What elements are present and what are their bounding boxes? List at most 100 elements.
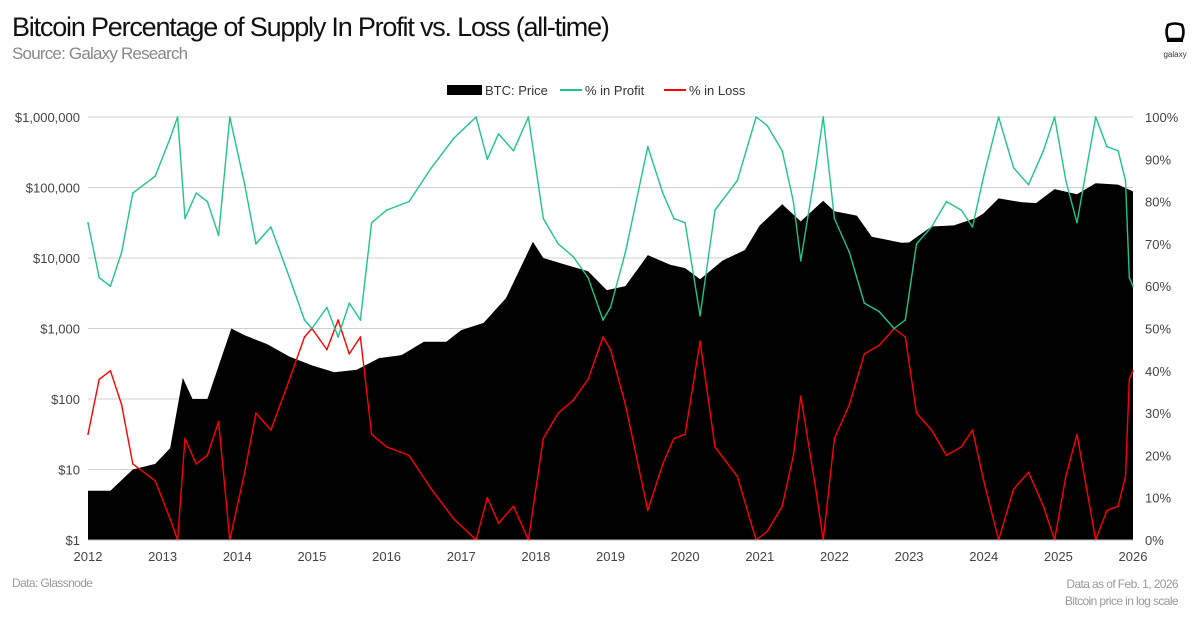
loss-line-point (430, 488, 433, 491)
profit-line-point (624, 251, 627, 254)
profit-line-point (527, 116, 530, 118)
loss-line-point (243, 471, 246, 474)
loss-line-point (1124, 475, 1127, 478)
profit-line-point (673, 217, 675, 220)
loss-line-point (109, 370, 112, 372)
loss-line-point (1132, 370, 1134, 372)
loss-line-point (1128, 378, 1131, 381)
footer-notes: Data as of Feb. 1, 2026 Bitcoin price in… (1065, 576, 1179, 610)
x-tick-label: 2026 (1119, 549, 1148, 564)
profit-line-point (893, 327, 895, 330)
profit-line-point (385, 209, 388, 211)
profit-line-point (255, 243, 257, 245)
profit-line-point (184, 217, 186, 220)
profit-line-point (195, 192, 198, 194)
profit-line-point (878, 310, 881, 313)
loss-line-point (684, 433, 686, 436)
price-area (88, 183, 1133, 540)
profit-line-point (572, 255, 574, 258)
x-tick-label: 2017 (447, 549, 476, 564)
profit-line-point (408, 200, 410, 203)
loss-line-point (624, 403, 627, 406)
profit-line-point (288, 276, 291, 279)
profit-line-point (1053, 116, 1056, 118)
profit-line-point (684, 221, 686, 224)
x-tick-label: 2024 (969, 549, 998, 564)
loss-line-point (766, 530, 769, 533)
loss-line-point (1027, 471, 1030, 474)
profit-line-point (98, 276, 100, 279)
profit-line-point (781, 150, 783, 152)
loss-line-point (714, 446, 716, 448)
chart-subtitle: Source: Galaxy Research (12, 44, 188, 63)
profit-line-point (337, 336, 339, 338)
loss-line-point (497, 522, 500, 524)
y-right-tick-label: 0% (1145, 533, 1164, 548)
profit-line-point (863, 302, 866, 304)
y-left-tick-label: $100,000 (26, 181, 80, 196)
chart-title: Bitcoin Percentage of Supply In Profit v… (12, 12, 610, 42)
profit-line-point (243, 183, 246, 186)
loss-line-point (602, 336, 604, 338)
profit-line-point (1094, 116, 1097, 118)
x-tick-label: 2018 (521, 549, 550, 564)
loss-line-point (878, 344, 881, 347)
profit-line-point (833, 217, 836, 220)
legend: BTC: Price % in Profit % in Loss (447, 83, 746, 98)
loss-line-point (303, 336, 306, 338)
y-right-tick-label: 80% (1145, 195, 1171, 210)
loss-line-point (982, 479, 985, 482)
loss-line-point (781, 505, 783, 507)
profit-line (87, 116, 1134, 338)
profit-line-point (699, 315, 701, 317)
loss-line-point (217, 420, 220, 423)
legend-label-profit: % in Profit (585, 83, 645, 98)
profit-line-point (1128, 276, 1131, 279)
loss-line-point (800, 395, 802, 397)
loss-line-point (169, 518, 171, 520)
loss-line-point (486, 496, 489, 499)
profit-line-point (1042, 150, 1045, 152)
data-as-of-note: Data as of Feb. 1, 2026 (1066, 577, 1178, 591)
loss-line-point (904, 336, 907, 338)
loss-line-point (337, 319, 339, 321)
loss-line-point (930, 429, 933, 431)
y-right-tick-label: 20% (1145, 448, 1171, 463)
loss-line-point (647, 509, 649, 512)
loss-line-point (255, 412, 257, 414)
loss-line-point (288, 378, 291, 381)
profit-line-point (87, 221, 89, 224)
profit-line-point (475, 116, 477, 118)
x-tick-label: 2019 (596, 549, 625, 564)
loss-line (87, 319, 1134, 541)
loss-line-point (792, 454, 795, 457)
loss-line-point (814, 488, 817, 491)
profit-line-point (1012, 166, 1015, 169)
x-tick-label: 2016 (372, 549, 401, 564)
loss-line-point (833, 437, 836, 440)
profit-line-point (169, 137, 171, 139)
profit-line-point (1076, 221, 1078, 224)
loss-line-point (971, 429, 974, 431)
loss-line-point (960, 446, 963, 448)
loss-line-point (1012, 488, 1015, 491)
y-right-tick-label: 70% (1145, 237, 1171, 252)
logo-text: galaxy (1163, 50, 1187, 59)
loss-line-point (385, 446, 388, 448)
profit-line-point (661, 192, 664, 194)
profit-line-point (822, 116, 825, 118)
profit-line-point (1087, 158, 1090, 161)
y-right-tick-label: 50% (1145, 322, 1171, 337)
y-left-tick-label: $10 (58, 463, 80, 478)
profit-line-point (303, 319, 306, 321)
profit-line-point (904, 319, 907, 321)
profit-line-point (486, 158, 489, 161)
x-tick-label: 2025 (1044, 549, 1073, 564)
profit-line-point (131, 192, 134, 194)
y-left-tick-label: $10,000 (33, 251, 80, 266)
profit-line-point (120, 251, 123, 254)
loss-line-point (348, 353, 351, 355)
loss-line-point (1106, 509, 1108, 512)
profit-line-point (1065, 179, 1067, 182)
x-tick-label: 2020 (671, 549, 700, 564)
